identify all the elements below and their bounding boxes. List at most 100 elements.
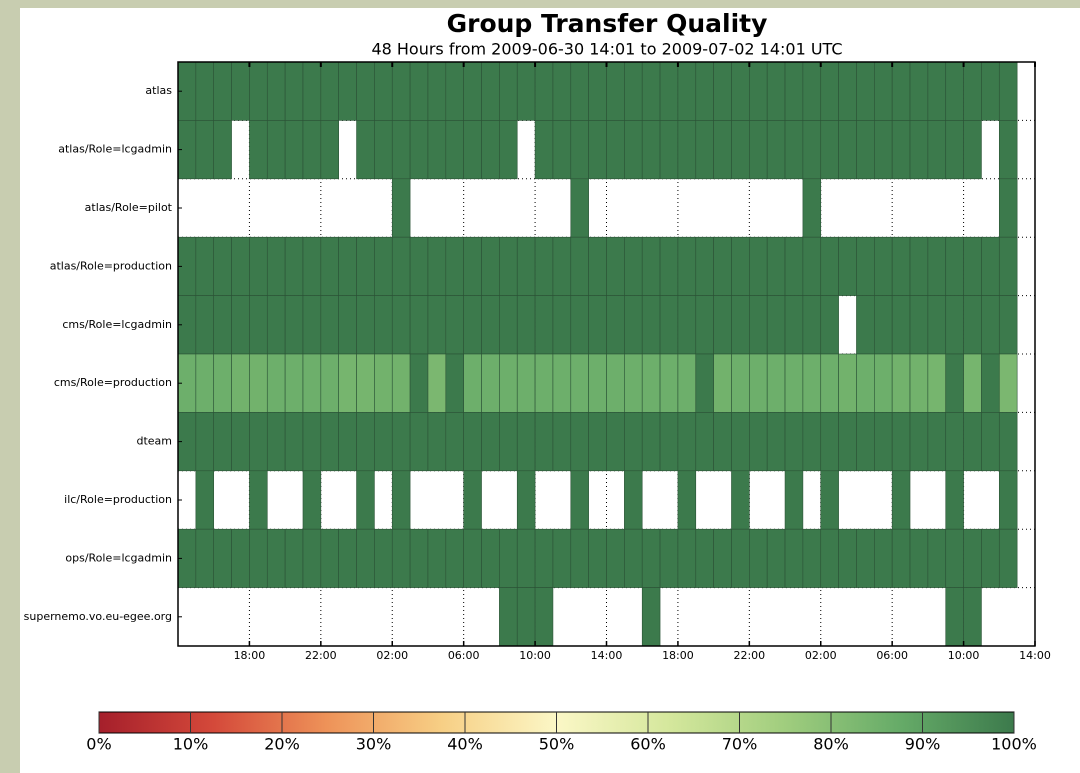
x-tick-label: 14:00 — [591, 649, 623, 662]
heat-cell — [356, 470, 375, 530]
heat-cell — [284, 412, 304, 472]
heat-cell — [838, 236, 857, 296]
colorbar-tick-label: 50% — [539, 735, 575, 754]
heat-cell — [909, 120, 929, 180]
heat-cell — [195, 353, 215, 413]
heat-cell — [391, 470, 411, 530]
heat-cell — [409, 353, 429, 413]
heat-cell — [481, 528, 500, 588]
heat-cell — [891, 61, 911, 121]
heat-cell — [570, 120, 589, 180]
heat-cell — [284, 295, 304, 355]
heat-cell — [820, 528, 839, 588]
heat-cell — [588, 61, 607, 121]
heat-cell — [445, 236, 464, 296]
heat-cell — [213, 412, 232, 472]
heat-cell — [284, 236, 304, 296]
heat-cell — [856, 412, 875, 472]
heat-cell — [963, 236, 982, 296]
heat-cell — [749, 353, 768, 413]
heat-cell — [356, 120, 375, 180]
heat-cell — [374, 528, 393, 588]
heat-cell — [320, 61, 339, 121]
heat-cell — [284, 61, 304, 121]
heat-cell — [427, 120, 447, 180]
heat-cell — [445, 353, 464, 413]
heat-cell — [909, 236, 929, 296]
heat-cell — [302, 353, 322, 413]
heat-cell — [874, 120, 893, 180]
heat-cell — [945, 295, 964, 355]
heat-cell — [766, 295, 786, 355]
heat-cell — [731, 295, 750, 355]
heat-cell — [659, 295, 679, 355]
heat-cell — [927, 295, 947, 355]
heat-cell — [409, 236, 429, 296]
heat-cell — [534, 587, 554, 647]
heat-cell — [820, 120, 839, 180]
heat-cell — [356, 528, 375, 588]
heat-cell — [445, 528, 464, 588]
heat-cell — [445, 295, 464, 355]
heat-cell — [838, 120, 857, 180]
y-tick-label: ilc/Role=production — [64, 493, 172, 506]
heat-cell — [481, 120, 500, 180]
heat-cell — [516, 587, 536, 647]
heat-cell — [784, 353, 804, 413]
heat-cell — [249, 412, 268, 472]
heat-cell — [427, 412, 447, 472]
heat-cell — [534, 412, 554, 472]
heat-cell — [606, 120, 625, 180]
heat-cell — [284, 120, 304, 180]
heat-cell — [981, 412, 1000, 472]
heat-cell — [695, 61, 714, 121]
heat-cell — [195, 528, 215, 588]
heat-cell — [606, 412, 625, 472]
x-tick-label: 02:00 — [376, 649, 408, 662]
heat-cell — [499, 120, 518, 180]
heat-cell — [499, 412, 518, 472]
heat-cell — [356, 412, 375, 472]
heat-cell — [374, 295, 393, 355]
heat-cell — [534, 528, 554, 588]
heat-cell — [427, 236, 447, 296]
heat-cell — [945, 236, 964, 296]
heat-cell — [784, 120, 804, 180]
heat-cell — [374, 61, 393, 121]
heat-cell — [963, 353, 982, 413]
heat-cell — [588, 412, 607, 472]
heat-cell — [927, 61, 947, 121]
heat-cell — [749, 61, 768, 121]
x-tick-label: 06:00 — [448, 649, 480, 662]
heat-cell — [677, 412, 697, 472]
heat-cell — [624, 353, 643, 413]
heat-cell — [249, 120, 268, 180]
heat-cell — [641, 120, 661, 180]
heat-cell — [356, 61, 375, 121]
heat-cell — [963, 295, 982, 355]
heat-cell — [766, 120, 786, 180]
colorbar-tick-label: 10% — [173, 735, 209, 754]
heat-cell — [570, 236, 589, 296]
heat-cell — [624, 412, 643, 472]
heat-cell — [534, 120, 554, 180]
heat-cell — [659, 412, 679, 472]
heat-cell — [409, 295, 429, 355]
heat-cell — [874, 353, 893, 413]
heat-cell — [909, 295, 929, 355]
colorbar-tick-label: 80% — [813, 735, 849, 754]
heat-cell — [677, 61, 697, 121]
heat-cell — [766, 528, 786, 588]
heat-cell — [874, 412, 893, 472]
heat-cell — [963, 61, 982, 121]
heat-cell — [963, 528, 982, 588]
heat-cell — [249, 236, 268, 296]
heat-cell — [981, 236, 1000, 296]
heat-cell — [213, 528, 232, 588]
y-tick-label: ops/Role=lcgadmin — [65, 551, 172, 564]
heat-cell — [945, 120, 964, 180]
heat-cell — [338, 295, 357, 355]
heat-cell — [749, 295, 768, 355]
heat-cell — [570, 412, 589, 472]
